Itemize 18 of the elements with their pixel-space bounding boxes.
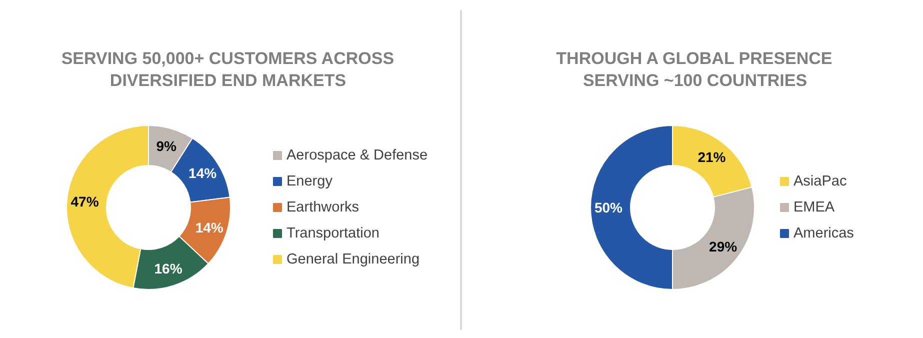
legend-label: General Engineering	[286, 252, 420, 268]
chart-title: THROUGH A GLOBAL PRESENCE SERVING ~100 COUNTRIES	[556, 49, 832, 90]
data-label: 21%	[698, 148, 726, 165]
data-label: 29%	[709, 238, 738, 255]
legend-label: AsiaPac	[794, 174, 847, 190]
data-label: 47%	[70, 193, 100, 210]
data-label: 9%	[156, 138, 178, 154]
chart-title: SERVING 50,000+ CUSTOMERS ACROSS DIVERSIFIED END MARKETS	[61, 49, 394, 90]
data-label: 16%	[154, 260, 183, 276]
data-label: 14%	[195, 219, 224, 236]
legend-label: Transportation	[286, 226, 380, 242]
data-label: 50%	[594, 200, 624, 216]
legend-label: Earthworks	[286, 200, 360, 216]
legend-label: EMEA	[794, 200, 835, 216]
legend-label: Energy	[286, 174, 334, 190]
legend-label: Americas	[794, 226, 854, 242]
data-label: 14%	[188, 165, 218, 182]
legend-label: Aerospace & Defense	[286, 148, 428, 164]
